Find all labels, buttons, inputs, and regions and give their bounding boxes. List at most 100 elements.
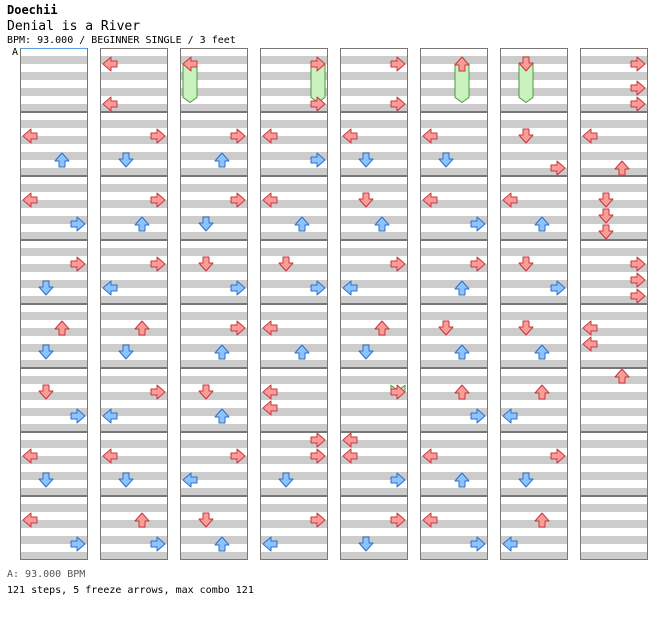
arrow-right-icon (390, 512, 406, 528)
song-title: Denial is a River (7, 19, 141, 34)
arrow-right-icon (230, 448, 246, 464)
arrow-up-icon (294, 344, 310, 360)
arrow-right-icon (390, 384, 406, 400)
arrow-right-icon (70, 408, 86, 424)
arrow-down-icon (38, 280, 54, 296)
measure-box (340, 496, 408, 560)
arrow-down-icon (518, 320, 534, 336)
measure-box (20, 240, 88, 304)
arrow-up-icon (454, 56, 470, 104)
measure-box (500, 176, 568, 240)
arrow-up-icon (214, 344, 230, 360)
arrow-left-icon (422, 192, 438, 208)
arrow-down-icon (518, 472, 534, 488)
measure-box (20, 304, 88, 368)
measure-box (580, 304, 648, 368)
measure-box (20, 432, 88, 496)
arrow-right-icon (550, 160, 566, 176)
arrow-left-icon (262, 128, 278, 144)
arrow-left-icon (342, 280, 358, 296)
arrow-down-icon (38, 384, 54, 400)
measure-box (100, 304, 168, 368)
measure-box (420, 304, 488, 368)
arrow-right-icon (230, 320, 246, 336)
measure-box (100, 176, 168, 240)
arrow-down-icon (118, 472, 134, 488)
arrow-up-icon (214, 152, 230, 168)
arrow-right-icon (70, 256, 86, 272)
arrow-left-icon (262, 384, 278, 400)
arrow-left-icon (22, 448, 38, 464)
arrow-left-icon (502, 192, 518, 208)
arrow-right-icon (70, 536, 86, 552)
arrow-up-icon (534, 344, 550, 360)
arrow-down-icon (118, 344, 134, 360)
measure-box (180, 496, 248, 560)
arrow-right-icon (230, 192, 246, 208)
arrow-left-icon (502, 536, 518, 552)
measure-box (260, 368, 328, 432)
measure-box (340, 176, 408, 240)
arrow-left-icon (342, 432, 358, 448)
measure-box (580, 112, 648, 176)
measure-box (180, 304, 248, 368)
arrow-right-icon (390, 472, 406, 488)
arrow-right-icon (390, 56, 406, 72)
arrow-right-icon (550, 280, 566, 296)
arrow-up-icon (454, 280, 470, 296)
arrow-left-icon (22, 192, 38, 208)
arrow-right-icon (390, 96, 406, 112)
arrow-down-icon (518, 128, 534, 144)
arrow-right-icon (630, 272, 646, 288)
measure-box (100, 112, 168, 176)
arrow-left-icon (342, 128, 358, 144)
measure-box (20, 176, 88, 240)
arrow-up-icon (374, 216, 390, 232)
measure-box (420, 432, 488, 496)
arrow-left-icon (342, 448, 358, 464)
arrow-up-icon (614, 368, 630, 384)
measure-box (340, 112, 408, 176)
arrow-up-icon (214, 536, 230, 552)
arrow-right-icon (630, 256, 646, 272)
bpm-summary: A: 93.000 BPM (7, 569, 86, 580)
arrow-down-icon (438, 152, 454, 168)
step-stats: 121 steps, 5 freeze arrows, max combo 12… (7, 585, 254, 596)
measure-box (260, 176, 328, 240)
arrow-left-icon (102, 96, 118, 112)
arrow-left-icon (262, 400, 278, 416)
measure-box (420, 176, 488, 240)
measure-box (500, 48, 568, 112)
arrow-left-icon (422, 128, 438, 144)
arrow-left-icon (102, 280, 118, 296)
arrow-down-icon (198, 216, 214, 232)
arrow-down-icon (598, 192, 614, 208)
arrow-up-icon (54, 320, 70, 336)
measure-box (20, 48, 88, 112)
arrow-down-icon (278, 472, 294, 488)
measure-box (340, 240, 408, 304)
arrow-right-icon (150, 192, 166, 208)
arrow-left-icon (422, 448, 438, 464)
arrow-up-icon (374, 320, 390, 336)
arrow-left-icon (262, 192, 278, 208)
artist-name: Doechii (7, 3, 58, 17)
arrow-right-icon (310, 512, 326, 528)
arrow-down-icon (598, 208, 614, 224)
measure-box (580, 368, 648, 432)
measure-box (500, 240, 568, 304)
arrow-right-icon (150, 384, 166, 400)
measure-box (340, 368, 408, 432)
arrow-down-icon (358, 192, 374, 208)
measure-box (260, 304, 328, 368)
arrow-right-icon (310, 432, 326, 448)
arrow-right-icon (150, 536, 166, 552)
arrow-left-icon (182, 56, 198, 104)
arrow-left-icon (102, 448, 118, 464)
arrow-left-icon (582, 128, 598, 144)
arrow-right-icon (230, 280, 246, 296)
arrow-up-icon (454, 384, 470, 400)
arrow-right-icon (470, 536, 486, 552)
arrow-left-icon (582, 320, 598, 336)
arrow-left-icon (262, 536, 278, 552)
